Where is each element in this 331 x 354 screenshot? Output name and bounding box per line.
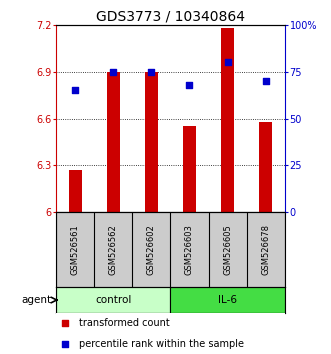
Text: IL-6: IL-6 bbox=[218, 295, 237, 305]
Point bbox=[111, 69, 116, 74]
Point bbox=[63, 341, 68, 347]
Text: percentile rank within the sample: percentile rank within the sample bbox=[79, 339, 244, 349]
Point bbox=[149, 69, 154, 74]
Text: control: control bbox=[95, 295, 131, 305]
Text: GSM526605: GSM526605 bbox=[223, 224, 232, 275]
Point bbox=[187, 82, 192, 88]
Text: agent: agent bbox=[22, 295, 52, 305]
Bar bbox=[170, 287, 285, 313]
Bar bbox=[69, 170, 82, 212]
Point bbox=[63, 321, 68, 326]
Text: GSM526562: GSM526562 bbox=[109, 224, 118, 275]
Text: GSM526602: GSM526602 bbox=[147, 224, 156, 275]
Text: GSM526678: GSM526678 bbox=[261, 224, 270, 275]
Bar bbox=[145, 72, 158, 212]
Title: GDS3773 / 10340864: GDS3773 / 10340864 bbox=[96, 10, 245, 24]
Bar bbox=[259, 122, 272, 212]
Point bbox=[225, 59, 230, 65]
Point bbox=[263, 78, 268, 84]
Bar bbox=[56, 287, 170, 313]
Point bbox=[72, 88, 78, 93]
Bar bbox=[107, 72, 120, 212]
Text: transformed count: transformed count bbox=[79, 319, 170, 329]
Bar bbox=[183, 126, 196, 212]
Text: GSM526561: GSM526561 bbox=[71, 224, 80, 275]
Text: GSM526603: GSM526603 bbox=[185, 224, 194, 275]
Bar bbox=[221, 28, 234, 212]
